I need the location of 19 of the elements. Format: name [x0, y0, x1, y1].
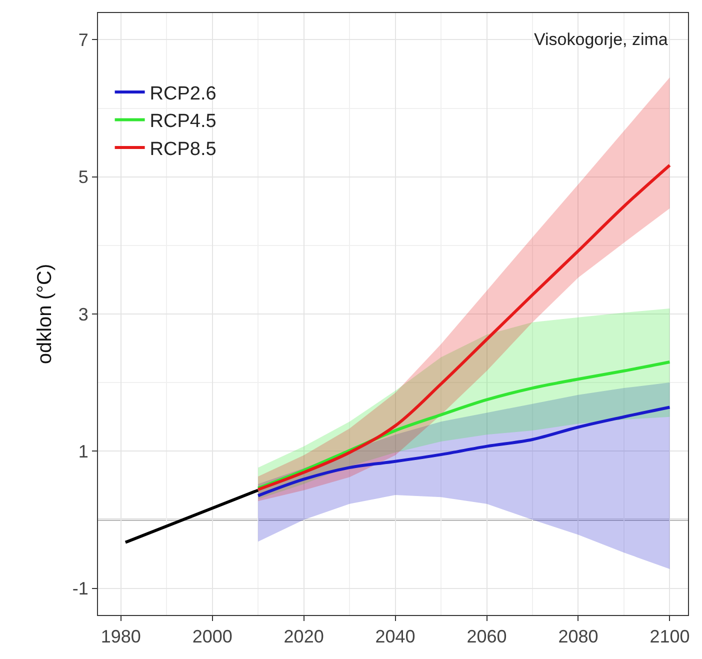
x-tick-label: 2100	[650, 626, 690, 647]
line-series	[256, 164, 672, 492]
x-tick-label: 2060	[466, 626, 507, 647]
y-tick-label: 5	[78, 167, 88, 188]
y-axis-title: odklon (°C)	[34, 264, 56, 364]
y-tick-label: 3	[78, 304, 88, 324]
x-tick-label: 2080	[558, 626, 598, 647]
x-tick-label: 1980	[100, 626, 141, 647]
x-tick-label: 2040	[375, 626, 416, 647]
y-tick-label: -1	[72, 578, 88, 599]
legend-label: RCP8.5	[150, 138, 216, 160]
line-series	[256, 406, 672, 498]
y-tick-label: 7	[78, 30, 88, 50]
annotation: Visokogorje, zima	[534, 30, 668, 49]
legend-label: RCP2.6	[150, 83, 216, 104]
x-tick-label: 2000	[192, 626, 232, 647]
legend-label: RCP4.5	[150, 111, 216, 132]
y-tick-label: 1	[78, 441, 88, 462]
x-tick-label: 2020	[284, 626, 324, 647]
